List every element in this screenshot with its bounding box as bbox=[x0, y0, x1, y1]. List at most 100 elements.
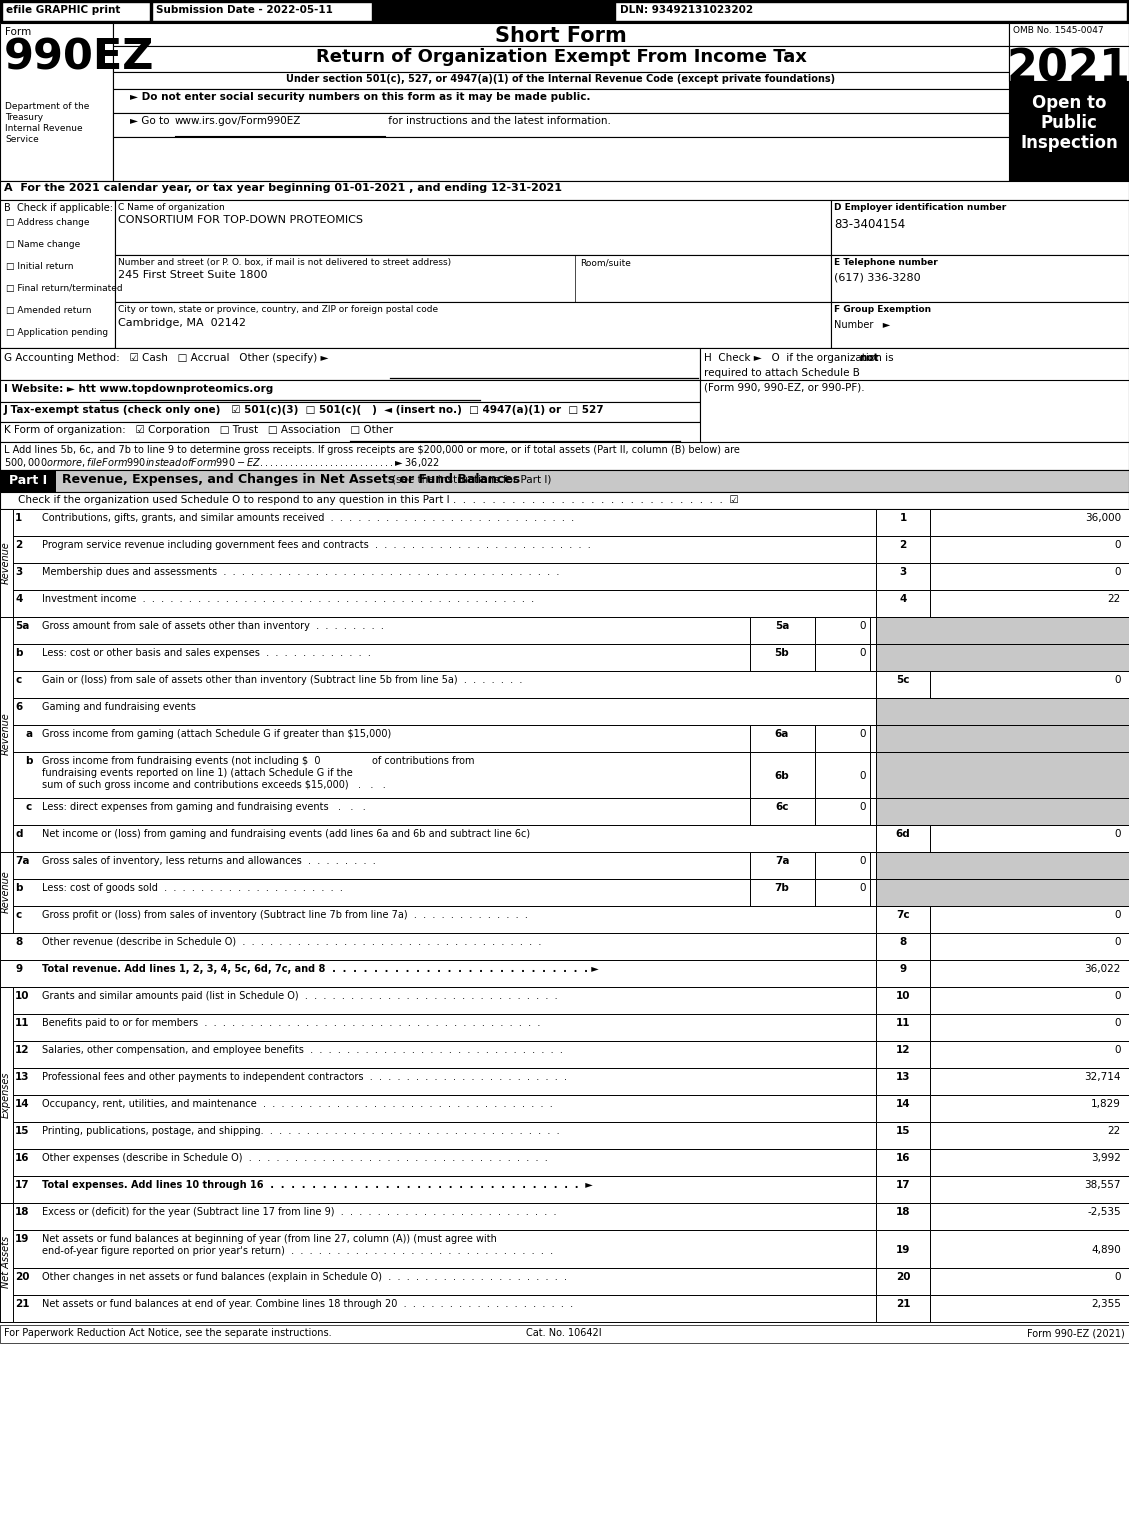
Bar bbox=[750, 852, 815, 878]
Bar bbox=[0, 987, 1129, 1014]
Bar bbox=[0, 509, 1129, 535]
Text: Net assets or fund balances at end of year. Combine lines 18 through 20  .  .  .: Net assets or fund balances at end of ye… bbox=[42, 1299, 574, 1308]
Text: C Name of organization: C Name of organization bbox=[119, 203, 225, 212]
Text: Benefits paid to or for members  .  .  .  .  .  .  .  .  .  .  .  .  .  .  .  . : Benefits paid to or for members . . . . … bbox=[42, 1019, 541, 1028]
Bar bbox=[930, 825, 1129, 852]
Bar bbox=[115, 200, 831, 255]
Text: Inspection: Inspection bbox=[1021, 134, 1118, 152]
Text: -2,535: -2,535 bbox=[1087, 1206, 1121, 1217]
Text: Revenue: Revenue bbox=[1, 541, 11, 584]
Text: required to attach Schedule B: required to attach Schedule B bbox=[704, 368, 860, 378]
Bar bbox=[876, 618, 1129, 644]
Text: 20: 20 bbox=[895, 1272, 910, 1283]
Bar bbox=[930, 961, 1129, 987]
Text: Number   ►: Number ► bbox=[834, 320, 891, 329]
Text: Less: direct expenses from gaming and fundraising events   .   .   .: Less: direct expenses from gaming and fu… bbox=[42, 802, 366, 811]
Text: Net income or (loss) from gaming and fundraising events (add lines 6a and 6b and: Net income or (loss) from gaming and fun… bbox=[42, 830, 531, 839]
Bar bbox=[876, 852, 1129, 878]
Text: 7b: 7b bbox=[774, 883, 789, 894]
Bar bbox=[0, 1295, 1129, 1322]
Bar bbox=[876, 1122, 930, 1148]
Text: not: not bbox=[859, 352, 878, 363]
Bar bbox=[0, 181, 1129, 200]
Bar bbox=[0, 644, 1129, 671]
Bar bbox=[930, 1014, 1129, 1042]
Text: F Group Exemption: F Group Exemption bbox=[834, 305, 931, 314]
Text: Gaming and fundraising events: Gaming and fundraising events bbox=[42, 702, 195, 712]
Text: Internal Revenue: Internal Revenue bbox=[5, 124, 82, 133]
Text: 0: 0 bbox=[859, 729, 866, 740]
Bar bbox=[113, 137, 1009, 181]
Bar bbox=[930, 535, 1129, 563]
Text: 22: 22 bbox=[1108, 595, 1121, 604]
Bar bbox=[876, 1068, 930, 1095]
Bar bbox=[0, 403, 700, 422]
Text: OMB No. 1545-0047: OMB No. 1545-0047 bbox=[1013, 26, 1104, 35]
Bar bbox=[0, 1267, 1129, 1295]
Text: sum of such gross income and contributions exceeds $15,000)   .   .   .: sum of such gross income and contributio… bbox=[42, 779, 386, 790]
Text: Revenue: Revenue bbox=[1, 712, 11, 755]
Text: 7a: 7a bbox=[774, 856, 789, 866]
Text: Short Form: Short Form bbox=[496, 26, 627, 46]
Bar bbox=[113, 88, 1009, 113]
Bar bbox=[930, 1148, 1129, 1176]
Text: Public: Public bbox=[1041, 114, 1097, 133]
Text: 19: 19 bbox=[895, 1244, 910, 1255]
Bar bbox=[876, 535, 930, 563]
Bar bbox=[0, 852, 14, 933]
Text: K Form of organization:   ☑ Corporation   □ Trust   □ Association   □ Other: K Form of organization: ☑ Corporation □ … bbox=[5, 425, 393, 435]
Text: 5a: 5a bbox=[15, 621, 29, 631]
Text: 0: 0 bbox=[1114, 1272, 1121, 1283]
Text: $500,000 or more, file Form 990 instead of Form 990-EZ  .  .  .  .  .  .  .  .  : $500,000 or more, file Form 990 instead … bbox=[5, 456, 439, 470]
Bar bbox=[876, 671, 930, 698]
Text: D Employer identification number: D Employer identification number bbox=[834, 203, 1006, 212]
Text: 3: 3 bbox=[15, 567, 23, 576]
Bar bbox=[0, 470, 56, 493]
Text: Gross income from gaming (attach Schedule G if greater than $15,000): Gross income from gaming (attach Schedul… bbox=[42, 729, 392, 740]
Bar bbox=[0, 563, 1129, 590]
Text: J Tax-exempt status (check only one)   ☑ 501(c)(3)  □ 501(c)(   )  ◄ (insert no.: J Tax-exempt status (check only one) ☑ 5… bbox=[5, 406, 605, 415]
Text: Gross sales of inventory, less returns and allowances  .  .  .  .  .  .  .  .: Gross sales of inventory, less returns a… bbox=[42, 856, 376, 866]
Text: 0: 0 bbox=[1114, 910, 1121, 920]
Text: 0: 0 bbox=[1114, 540, 1121, 551]
Text: 4,890: 4,890 bbox=[1092, 1244, 1121, 1255]
Bar bbox=[876, 878, 1129, 906]
Text: 14: 14 bbox=[15, 1100, 29, 1109]
Text: 12: 12 bbox=[15, 1045, 29, 1055]
Bar bbox=[876, 1203, 930, 1231]
Text: 18: 18 bbox=[15, 1206, 29, 1217]
Bar bbox=[0, 1231, 1129, 1267]
Bar bbox=[700, 348, 1129, 413]
Text: Salaries, other compensation, and employee benefits  .  .  .  .  .  .  .  .  .  : Salaries, other compensation, and employ… bbox=[42, 1045, 563, 1055]
Text: 12: 12 bbox=[895, 1045, 910, 1055]
Bar bbox=[750, 618, 815, 644]
Text: 6b: 6b bbox=[774, 772, 789, 781]
Text: B  Check if applicable:: B Check if applicable: bbox=[5, 203, 113, 214]
Bar bbox=[0, 961, 1129, 987]
Text: 0: 0 bbox=[859, 772, 866, 781]
Bar bbox=[113, 46, 1009, 72]
Text: 0: 0 bbox=[859, 883, 866, 894]
Text: 990EZ: 990EZ bbox=[5, 37, 155, 79]
Text: □ Address change: □ Address change bbox=[6, 218, 89, 227]
Text: Printing, publications, postage, and shipping.  .  .  .  .  .  .  .  .  .  .  . : Printing, publications, postage, and shi… bbox=[42, 1125, 560, 1136]
Text: Excess or (deficit) for the year (Subtract line 17 from line 9)  .  .  .  .  .  : Excess or (deficit) for the year (Subtra… bbox=[42, 1206, 557, 1217]
Bar bbox=[831, 200, 1129, 255]
Bar bbox=[750, 644, 815, 671]
Text: Form 990-EZ (2021): Form 990-EZ (2021) bbox=[1027, 1328, 1124, 1337]
Bar bbox=[0, 1148, 1129, 1176]
Text: 2,355: 2,355 bbox=[1091, 1299, 1121, 1308]
Bar bbox=[0, 1068, 1129, 1095]
Bar bbox=[0, 1122, 1129, 1148]
Text: for instructions and the latest information.: for instructions and the latest informat… bbox=[385, 116, 611, 127]
Text: E Telephone number: E Telephone number bbox=[834, 258, 938, 267]
Text: ► Do not enter social security numbers on this form as it may be made public.: ► Do not enter social security numbers o… bbox=[130, 92, 590, 102]
Bar bbox=[0, 23, 113, 181]
Text: □ Initial return: □ Initial return bbox=[6, 262, 73, 271]
Bar bbox=[876, 1176, 930, 1203]
Text: Number and street (or P. O. box, if mail is not delivered to street address): Number and street (or P. O. box, if mail… bbox=[119, 258, 452, 267]
Bar bbox=[0, 671, 1129, 698]
Text: Investment income  .  .  .  .  .  .  .  .  .  .  .  .  .  .  .  .  .  .  .  .  .: Investment income . . . . . . . . . . . … bbox=[42, 595, 534, 604]
Text: 5b: 5b bbox=[774, 648, 789, 657]
Bar bbox=[113, 113, 1009, 137]
